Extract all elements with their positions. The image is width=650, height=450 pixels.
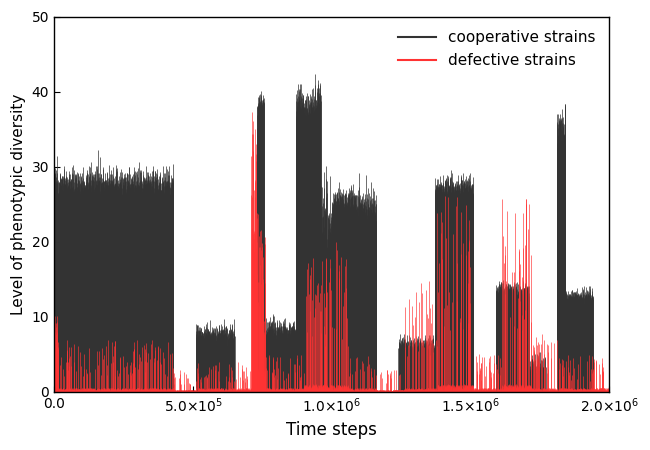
- Legend: cooperative strains, defective strains: cooperative strains, defective strains: [391, 24, 602, 74]
- X-axis label: Time steps: Time steps: [287, 421, 377, 439]
- Y-axis label: Level of phenotypic diversity: Level of phenotypic diversity: [11, 94, 26, 315]
